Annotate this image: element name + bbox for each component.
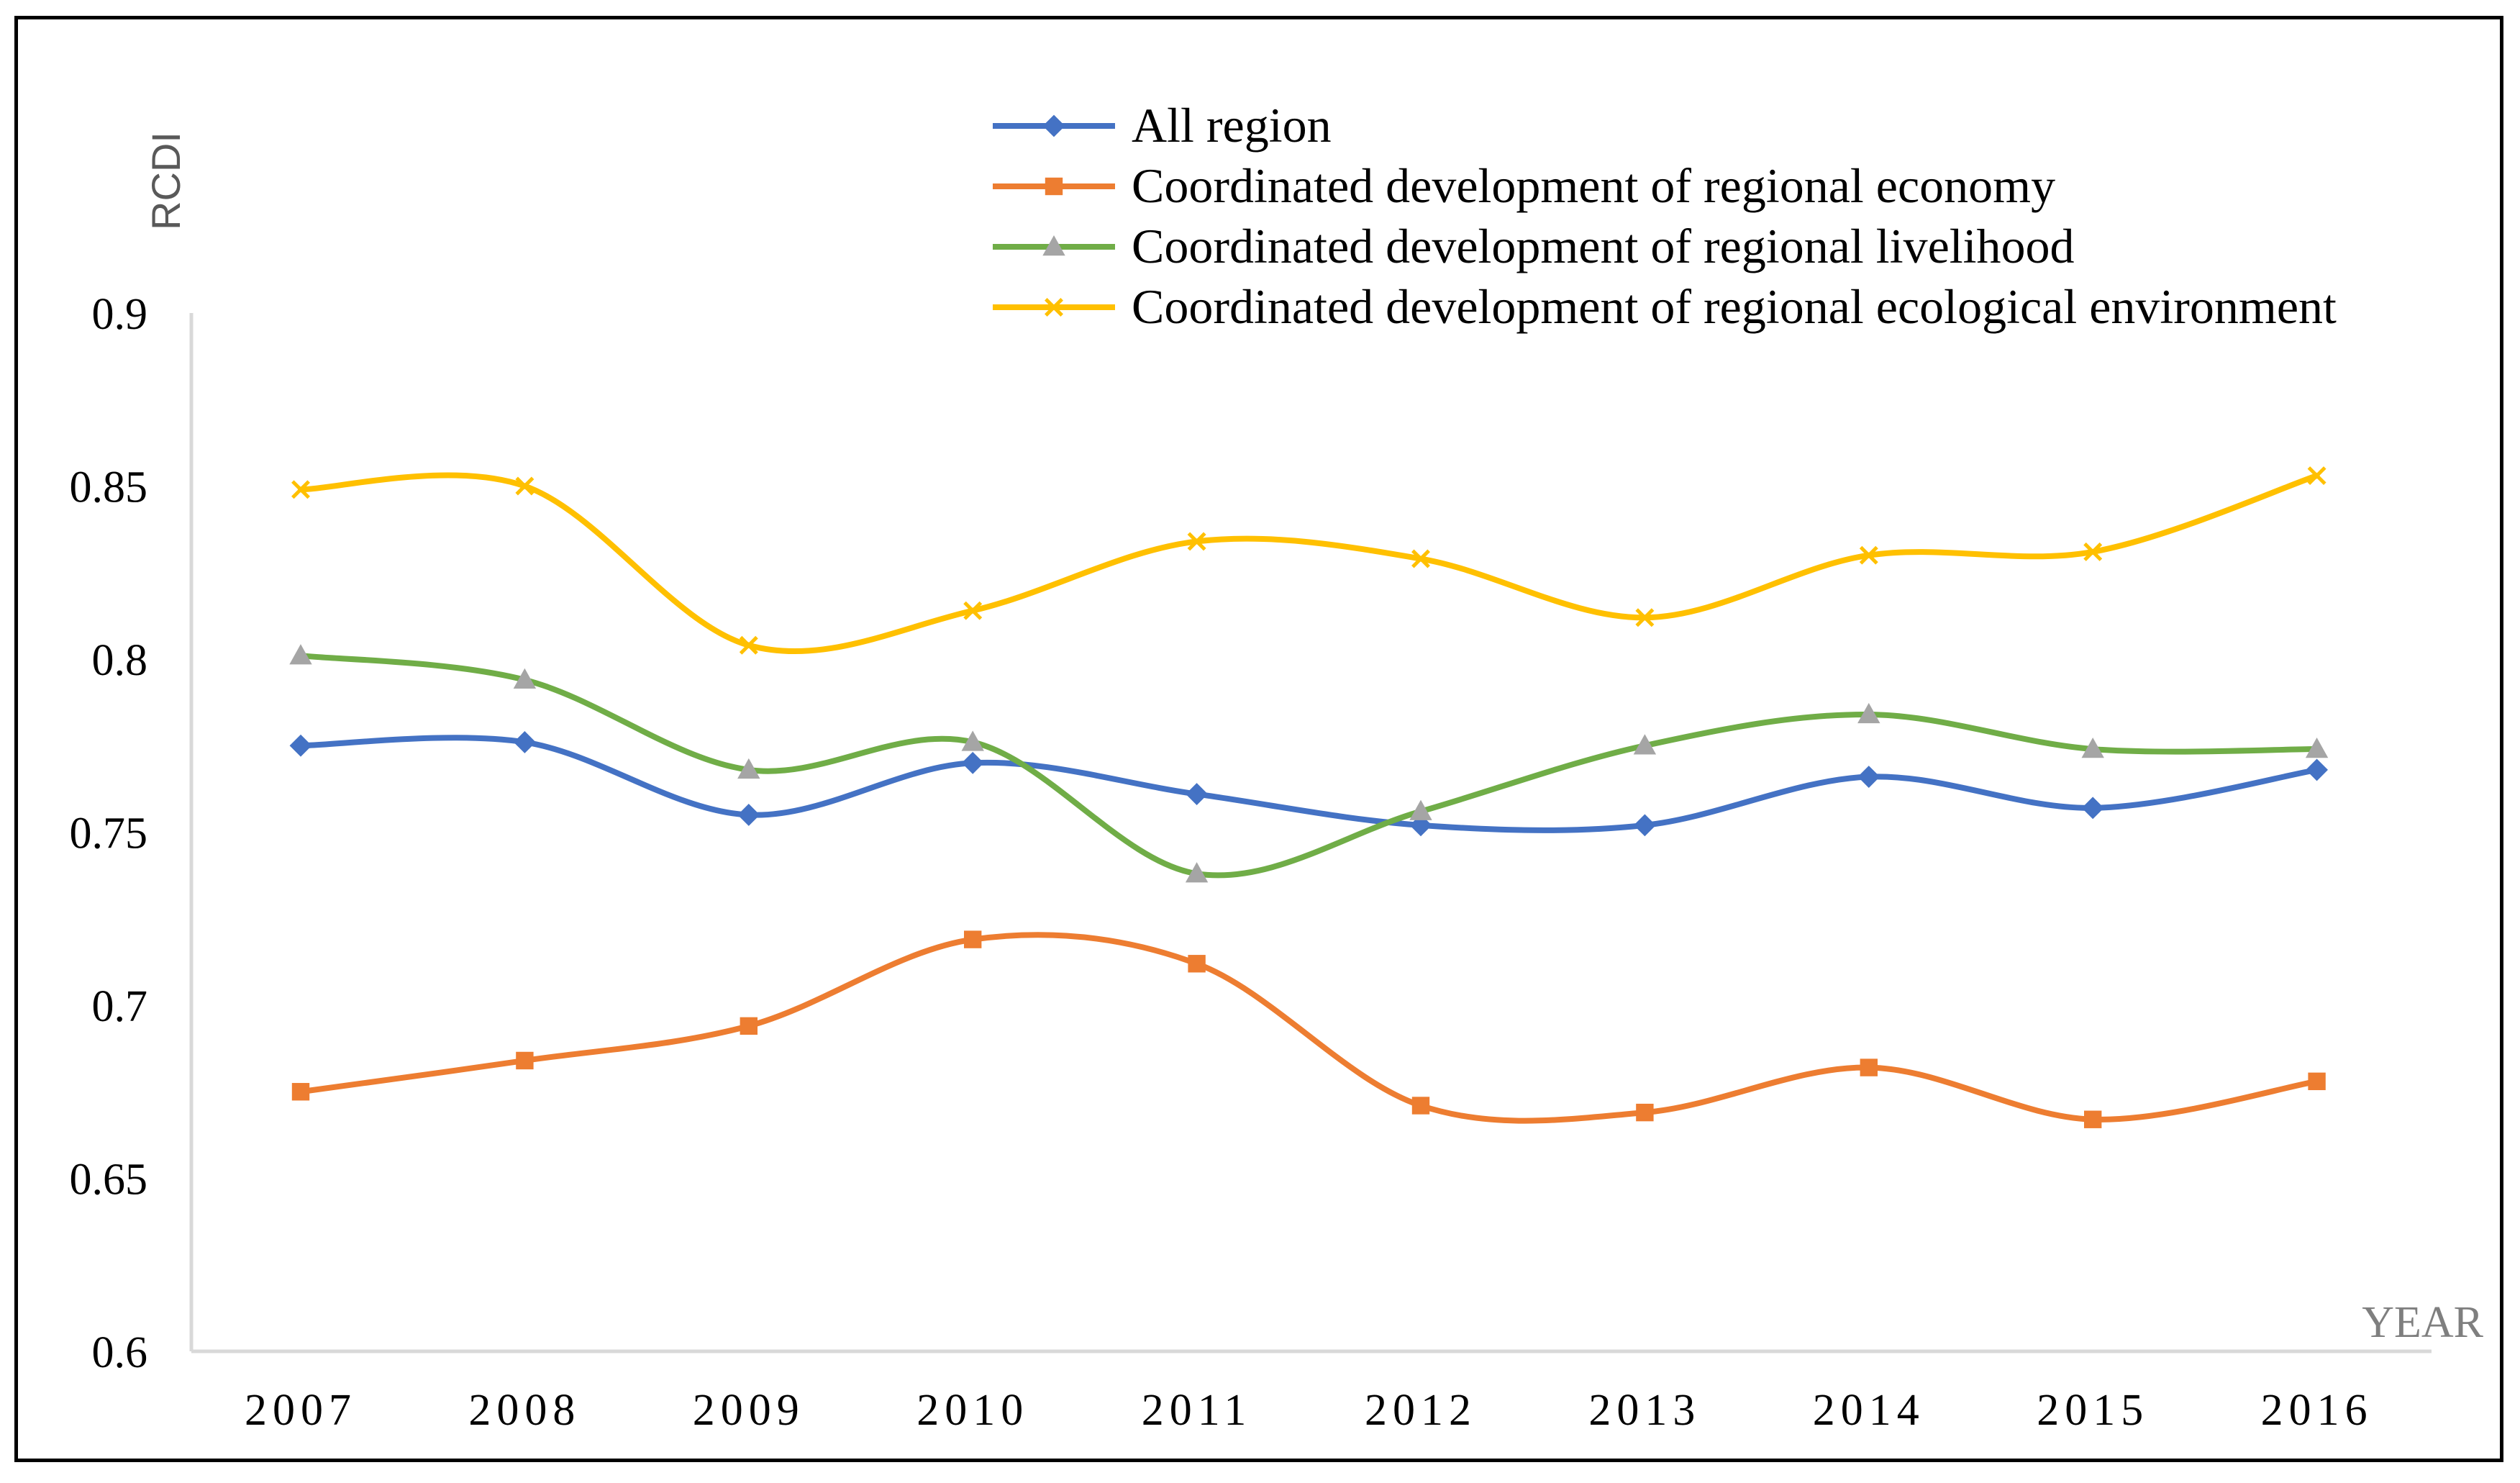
data-point bbox=[1857, 766, 1880, 788]
data-point bbox=[515, 476, 535, 496]
data-point bbox=[2308, 1072, 2326, 1091]
axes bbox=[189, 313, 2432, 1353]
legend-item: Coordinated development of regional ecol… bbox=[993, 279, 2337, 334]
data-point bbox=[961, 751, 984, 774]
data-point bbox=[1857, 702, 1880, 724]
series-line bbox=[298, 932, 2320, 1124]
data-point bbox=[1860, 1058, 1878, 1076]
data-point bbox=[516, 1051, 534, 1070]
y-tick-label: 0.85 bbox=[70, 463, 148, 512]
data-point bbox=[737, 804, 760, 826]
data-point bbox=[961, 730, 984, 751]
series-2 bbox=[291, 930, 2326, 1128]
data-point bbox=[1411, 549, 1430, 568]
data-point bbox=[513, 731, 536, 753]
data-point bbox=[1636, 1103, 1654, 1122]
y-tick-label: 0.7 bbox=[92, 982, 148, 1031]
data-point bbox=[1188, 955, 1206, 973]
x-tick-label: 2007 bbox=[245, 1386, 357, 1435]
data-point bbox=[964, 930, 982, 948]
y-tick-label: 0.8 bbox=[92, 636, 148, 685]
data-point bbox=[1411, 1097, 1430, 1115]
series-line bbox=[298, 735, 2320, 833]
legend-marker bbox=[1045, 177, 1063, 196]
data-point bbox=[2081, 797, 2104, 820]
series-line bbox=[298, 653, 2320, 879]
y-tick-label: 0.9 bbox=[92, 290, 148, 339]
x-tick-label: 2013 bbox=[1588, 1386, 1701, 1435]
data-point bbox=[2081, 738, 2104, 758]
data-point bbox=[739, 635, 758, 655]
legend-label: Coordinated development of regional live… bbox=[1132, 219, 2075, 273]
data-point bbox=[1187, 532, 1206, 551]
y-tick-label: 0.75 bbox=[70, 809, 148, 858]
legend-marker bbox=[1042, 114, 1065, 137]
data-point bbox=[2305, 738, 2329, 758]
x-tick-label: 2009 bbox=[693, 1386, 805, 1435]
data-point bbox=[289, 644, 312, 665]
y-tick-label: 0.6 bbox=[92, 1328, 148, 1377]
series-3 bbox=[289, 644, 2329, 883]
data-point bbox=[963, 601, 983, 620]
data-point bbox=[1859, 545, 1878, 565]
data-point bbox=[1633, 814, 1656, 837]
x-axis-title: YEAR bbox=[2362, 1298, 2483, 1347]
data-point bbox=[513, 668, 537, 689]
data-point bbox=[291, 480, 310, 499]
y-axis-ticks: 0.6 0.65 0.7 0.75 0.8 0.85 0.9 bbox=[70, 290, 148, 1377]
legend-marker bbox=[1045, 298, 1063, 317]
series-line bbox=[298, 472, 2320, 655]
data-point bbox=[1185, 862, 1209, 883]
data-point bbox=[2306, 758, 2329, 781]
x-tick-label: 2012 bbox=[1365, 1386, 1477, 1435]
data-point bbox=[2307, 466, 2326, 486]
data-point bbox=[291, 1083, 310, 1101]
legend-label: All region bbox=[1132, 98, 1332, 153]
data-point bbox=[1186, 783, 1209, 806]
data-point bbox=[2083, 542, 2103, 561]
data-point bbox=[1409, 799, 1432, 820]
series-group bbox=[289, 466, 2329, 1128]
data-point bbox=[737, 758, 760, 779]
x-tick-label: 2016 bbox=[2261, 1386, 2373, 1435]
x-axis-ticks: 2007 2008 2009 2010 2011 2012 2013 2014 2015 2016 bbox=[245, 1386, 2373, 1435]
y-axis-title: RCDI bbox=[143, 132, 188, 230]
x-tick-label: 2011 bbox=[1142, 1386, 1252, 1435]
legend-item: Coordinated development of regional econ… bbox=[993, 158, 2055, 213]
data-point bbox=[1633, 734, 1657, 755]
x-tick-label: 2014 bbox=[1813, 1386, 1925, 1435]
data-point bbox=[289, 734, 312, 757]
y-tick-label: 0.65 bbox=[70, 1156, 148, 1205]
series-1 bbox=[289, 731, 2329, 837]
x-tick-label: 2015 bbox=[2037, 1386, 2149, 1435]
data-point bbox=[1635, 608, 1655, 627]
series-4 bbox=[291, 466, 2326, 655]
legend-label: Coordinated development of regional econ… bbox=[1132, 158, 2055, 213]
legend-item: Coordinated development of regional live… bbox=[993, 219, 2075, 273]
legend-item: All region bbox=[993, 98, 1332, 153]
data-point bbox=[740, 1017, 758, 1035]
data-point bbox=[1409, 814, 1432, 837]
x-tick-label: 2010 bbox=[916, 1386, 1029, 1435]
legend-marker bbox=[1042, 235, 1065, 256]
legend-label: Coordinated development of regional ecol… bbox=[1132, 279, 2337, 334]
data-point bbox=[2084, 1110, 2102, 1128]
x-tick-label: 2008 bbox=[468, 1386, 581, 1435]
